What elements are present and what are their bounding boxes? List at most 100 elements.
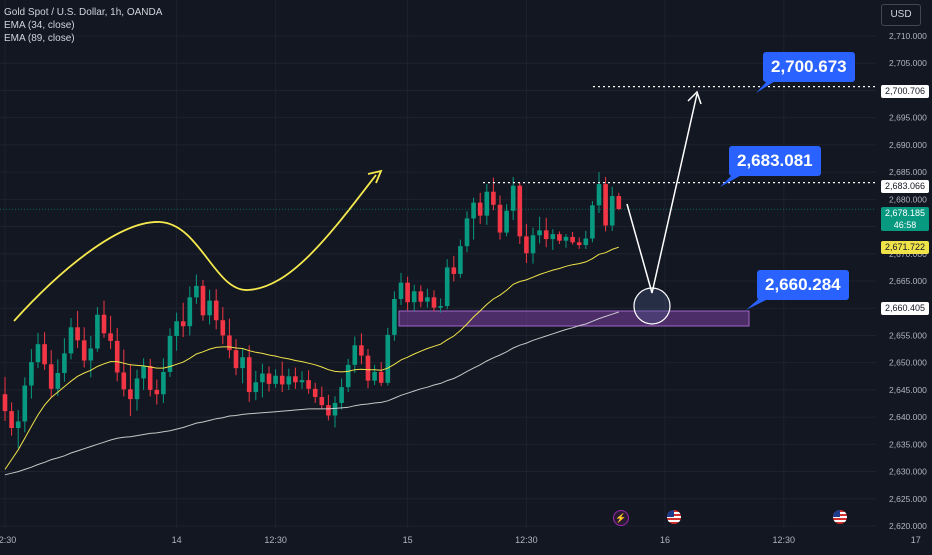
- price-tick-label: 2,655.000: [889, 330, 927, 340]
- candle-body: [293, 376, 298, 383]
- candle-body: [266, 373, 272, 384]
- currency-button[interactable]: USD: [881, 4, 921, 26]
- ema89-line: [4, 311, 619, 476]
- candle-body: [444, 267, 450, 307]
- support-zone: [398, 310, 750, 327]
- candle-body: [378, 371, 384, 383]
- ema34-legend[interactable]: EMA (34, close): [4, 20, 75, 31]
- candle-body: [48, 364, 54, 389]
- time-tick-label: 12:30: [264, 535, 287, 545]
- candle-body: [128, 389, 133, 400]
- candle-body: [550, 234, 556, 240]
- price-tick-label: 2,645.000: [889, 385, 927, 395]
- ema-layer: [4, 246, 619, 476]
- price-tick-label: 2,685.000: [889, 167, 927, 177]
- candle-body: [240, 357, 245, 369]
- candle-body: [2, 394, 8, 412]
- resistance-callout[interactable]: 2,683.081: [729, 146, 821, 176]
- lightning-event-icon[interactable]: ⚡: [613, 510, 629, 526]
- time-tick-label: 12:30: [0, 535, 16, 545]
- symbol-title[interactable]: Gold Spot / U.S. Dollar, 1h, OANDA: [4, 7, 163, 18]
- candle-body: [88, 348, 94, 361]
- us-flag-event-icon[interactable]: [833, 510, 847, 524]
- candle-body: [418, 291, 424, 302]
- candle-body: [365, 355, 371, 381]
- candle-body: [147, 365, 153, 390]
- candle-body: [609, 196, 615, 226]
- candle-body: [108, 333, 113, 341]
- price-tick-label: 2,635.000: [889, 439, 927, 449]
- candle-body: [213, 300, 219, 321]
- candle-body: [220, 320, 226, 336]
- drawings-layer: [0, 78, 876, 325]
- countdown-tag: 46:58: [881, 219, 929, 231]
- candle-body: [504, 210, 509, 233]
- candle-body: [517, 185, 523, 237]
- candles-layer: [2, 172, 622, 449]
- candle-body: [29, 362, 34, 386]
- target-line-price-tag: 2,700.706: [881, 85, 929, 98]
- candle-body: [121, 372, 127, 390]
- candle-body: [576, 242, 582, 246]
- yellow-trend-curve: [13, 174, 377, 322]
- candle-body: [451, 267, 457, 274]
- candle-body: [81, 340, 87, 361]
- time-tick-label: 12:30: [515, 535, 538, 545]
- time-tick-label: 14: [172, 535, 182, 545]
- resistance-line-price-tag: 2,683.066: [881, 180, 929, 193]
- candle-body: [326, 405, 331, 416]
- candle-body: [227, 335, 232, 351]
- candle-body: [306, 380, 311, 389]
- candle-body: [464, 218, 470, 247]
- price-tick-label: 2,650.000: [889, 358, 927, 368]
- price-tick-label: 2,695.000: [889, 113, 927, 123]
- candle-body: [411, 291, 417, 303]
- candle-body: [392, 298, 397, 335]
- candle-body: [570, 236, 575, 243]
- support-zone-price-tag: 2,660.405: [881, 302, 929, 315]
- ema89-legend[interactable]: EMA (89, close): [4, 33, 75, 44]
- candle-body: [154, 389, 160, 395]
- candle-body: [312, 388, 318, 397]
- candle-body: [161, 371, 166, 395]
- candle-body: [95, 314, 100, 349]
- candle-body: [286, 376, 292, 385]
- target-callout[interactable]: 2,700.673: [763, 52, 855, 82]
- candle-body: [187, 297, 193, 327]
- candle-body: [42, 344, 47, 365]
- candle-body: [385, 334, 391, 383]
- candle-body: [405, 282, 410, 303]
- price-tick-label: 2,625.000: [889, 494, 927, 504]
- candle-body: [246, 357, 252, 393]
- candle-body: [273, 375, 278, 384]
- candle-body: [596, 184, 602, 206]
- candle-body: [339, 387, 344, 403]
- candle-body: [167, 335, 173, 372]
- price-tick-label: 2,680.000: [889, 194, 927, 204]
- candle-body: [425, 297, 430, 302]
- candle-body: [62, 353, 67, 374]
- candle-body: [200, 285, 206, 316]
- price-tick-label: 2,640.000: [889, 412, 927, 422]
- candle-body: [75, 327, 80, 341]
- candle-body: [616, 196, 622, 210]
- candle-body: [299, 380, 305, 383]
- candle-body: [141, 365, 146, 379]
- candle-body: [524, 236, 529, 254]
- candle-body: [233, 350, 239, 369]
- candle-body: [68, 327, 74, 354]
- candle-body: [332, 402, 338, 416]
- time-tick-label: 15: [403, 535, 413, 545]
- chart-legend: Gold Spot / U.S. Dollar, 1h, OANDA EMA (…: [4, 6, 162, 45]
- candle-body: [438, 306, 443, 308]
- candle-body: [253, 382, 259, 393]
- price-tick-label: 2,665.000: [889, 276, 927, 286]
- candle-body: [497, 204, 503, 233]
- last-price-tag: 2,678.185: [881, 207, 929, 219]
- candle-body: [359, 345, 364, 356]
- support-callout[interactable]: 2,660.284: [757, 270, 849, 300]
- us-flag-event-icon[interactable]: [667, 510, 681, 524]
- candle-body: [458, 246, 463, 274]
- candle-body: [319, 396, 325, 406]
